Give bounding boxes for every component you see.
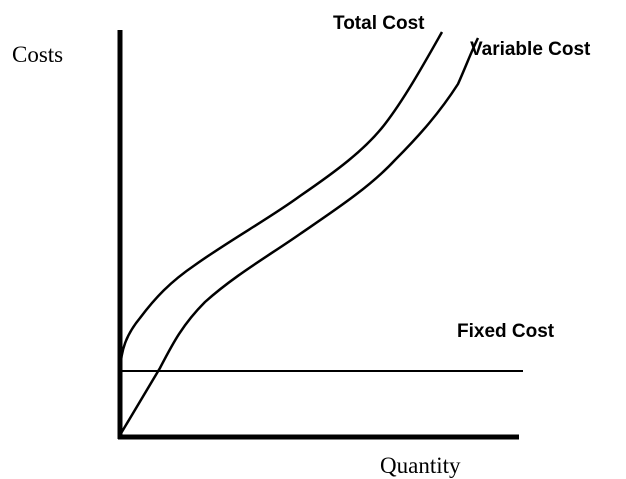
y-axis-label: Costs — [12, 42, 63, 67]
variable-cost-curve — [118, 37, 480, 436]
total-cost-curve — [118, 31, 444, 372]
curve-label: Total Cost — [333, 13, 425, 34]
curve-label: Variable Cost — [470, 39, 591, 60]
curve-label: Fixed Cost — [457, 321, 555, 342]
x-axis-label: Quantity — [380, 453, 461, 478]
